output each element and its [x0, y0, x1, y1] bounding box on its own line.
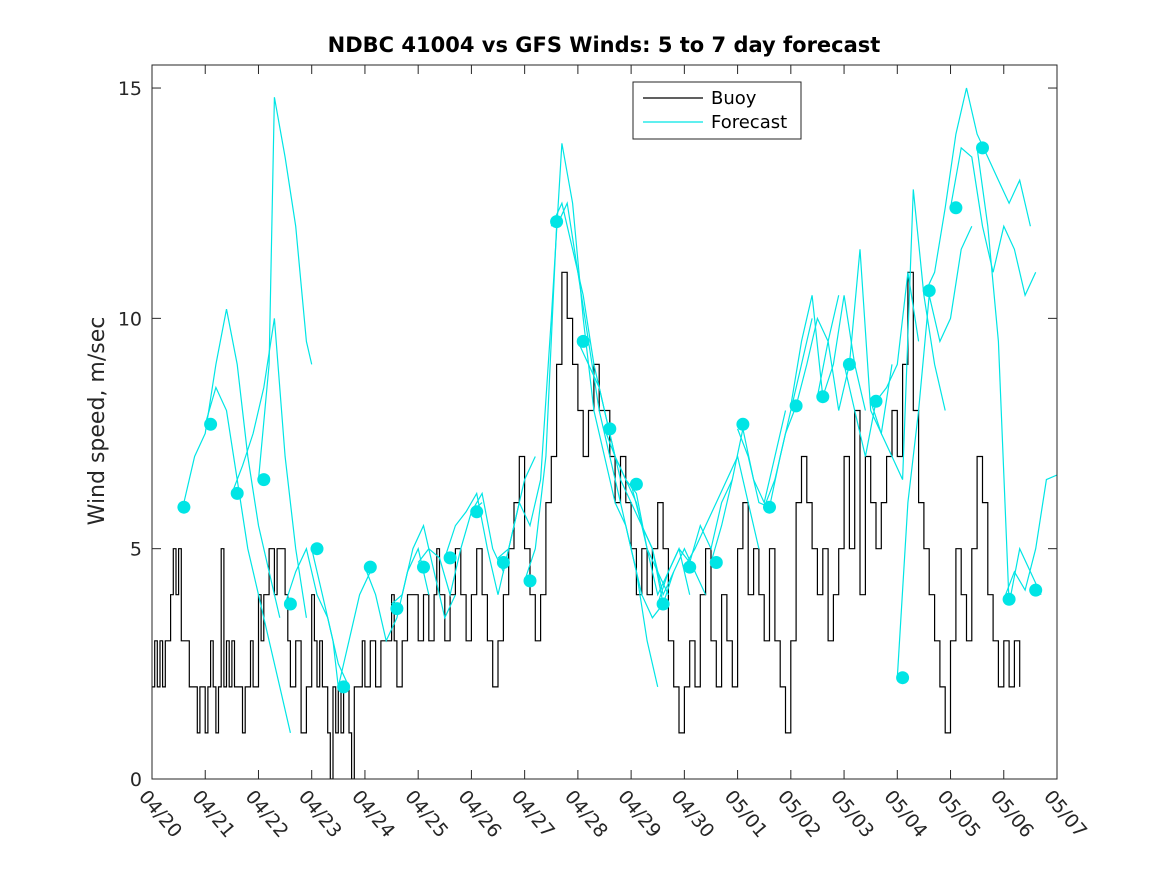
- forecast-line-7: [391, 523, 456, 620]
- x-tick-label: 05/07: [1039, 786, 1091, 842]
- forecast-line-30: [1003, 474, 1057, 600]
- forecast-marker: [683, 560, 697, 574]
- forecast-marker: [204, 417, 218, 431]
- forecast-marker: [896, 671, 910, 685]
- x-tick-label: 05/04: [879, 786, 931, 842]
- forecast-marker: [337, 680, 351, 694]
- forecast-line-4: [284, 546, 350, 688]
- forecast-line-24: [843, 272, 920, 457]
- x-tick-label: 04/29: [613, 786, 665, 842]
- forecast-marker: [310, 542, 324, 556]
- forecast-line-14: [577, 341, 675, 597]
- y-tick-label: 15: [118, 78, 142, 100]
- forecast-marker: [417, 560, 430, 574]
- forecast-line-22: [790, 295, 866, 411]
- forecast-line-23: [816, 249, 893, 436]
- legend-box: [632, 81, 802, 140]
- x-tick-label: 05/03: [826, 786, 878, 842]
- plot-area: [152, 87, 1057, 779]
- plot-frame: [151, 64, 1058, 780]
- forecast-marker: [177, 500, 191, 514]
- x-tick-label: 04/26: [454, 786, 506, 842]
- forecast-marker: [656, 597, 670, 611]
- forecast-marker: [736, 417, 750, 431]
- forecast-line-20: [737, 318, 813, 509]
- forecast-marker: [1002, 592, 1016, 606]
- forecast-line-5: [311, 548, 371, 688]
- forecast-line-10: [470, 456, 536, 574]
- buoy-series-line: [152, 271, 1021, 779]
- forecast-line-25: [870, 189, 946, 480]
- y-tick-label: 10: [118, 308, 142, 330]
- x-tick-label: 04/27: [507, 786, 559, 842]
- x-tick-label: 04/25: [400, 786, 452, 842]
- x-tick-label: 04/20: [134, 786, 186, 842]
- forecast-marker: [1029, 583, 1043, 597]
- x-tick-label: 05/06: [986, 786, 1038, 842]
- forecast-marker: [230, 486, 244, 500]
- y-axis-label: Wind speed, m/sec: [85, 317, 110, 526]
- forecast-marker: [842, 357, 856, 371]
- forecast-line-11: [497, 143, 659, 688]
- forecast-line-26: [896, 225, 973, 678]
- forecast-marker: [816, 390, 830, 404]
- forecast-marker: [869, 394, 883, 408]
- y-tick-label: 0: [130, 769, 142, 791]
- forecast-marker: [470, 505, 484, 519]
- legend-label: Buoy: [711, 88, 757, 109]
- forecast-line-21: [763, 295, 840, 508]
- x-tick-label: 05/02: [773, 786, 825, 842]
- legend: Buoy Forecast: [632, 81, 802, 140]
- forecast-marker: [603, 422, 617, 436]
- forecast-marker: [629, 477, 643, 491]
- forecast-line-0: [183, 308, 281, 618]
- x-tick-label: 04/23: [294, 786, 346, 842]
- forecast-marker: [763, 500, 776, 514]
- x-tick-label: 04/28: [560, 786, 612, 842]
- forecast-marker: [257, 473, 271, 487]
- forecast-marker: [576, 334, 590, 348]
- forecast-marker: [443, 551, 457, 565]
- forecast-marker: [976, 141, 989, 155]
- forecast-marker: [922, 284, 936, 298]
- forecast-marker: [283, 597, 297, 611]
- x-tick-label: 04/24: [347, 786, 399, 842]
- forecast-marker: [523, 574, 537, 588]
- x-tick-label: 05/01: [720, 786, 772, 842]
- forecast-marker: [709, 556, 723, 569]
- legend-label: Forecast: [711, 112, 787, 133]
- forecast-line-19: [710, 410, 787, 563]
- forecast-line-1: [204, 385, 291, 734]
- forecast-line-29: [976, 147, 1042, 605]
- forecast-line-13: [550, 201, 669, 595]
- forecast-line-17: [657, 479, 733, 605]
- y-tick-label: 5: [130, 539, 142, 561]
- forecast-marker: [949, 201, 963, 215]
- forecast-marker: [390, 602, 404, 616]
- chart-title: NDBC 41004 vs GFS Winds: 5 to 7 day fore…: [328, 33, 881, 57]
- x-tick-label: 05/05: [933, 786, 985, 842]
- forecast-line-27: [923, 87, 1031, 296]
- forecast-line-9: [444, 491, 510, 595]
- forecast-marker: [363, 560, 377, 574]
- forecast-line-3: [257, 97, 313, 480]
- forecast-line-6: [364, 546, 430, 643]
- x-tick-label: 04/22: [241, 786, 293, 842]
- forecast-marker: [496, 556, 510, 569]
- forecast-marker: [550, 215, 564, 229]
- forecast-marker: [789, 399, 803, 413]
- x-tick-label: 04/21: [187, 786, 239, 842]
- forecast-line-28: [949, 146, 1037, 298]
- x-tick-label: 04/30: [667, 786, 719, 842]
- forecast-line-18: [683, 454, 760, 568]
